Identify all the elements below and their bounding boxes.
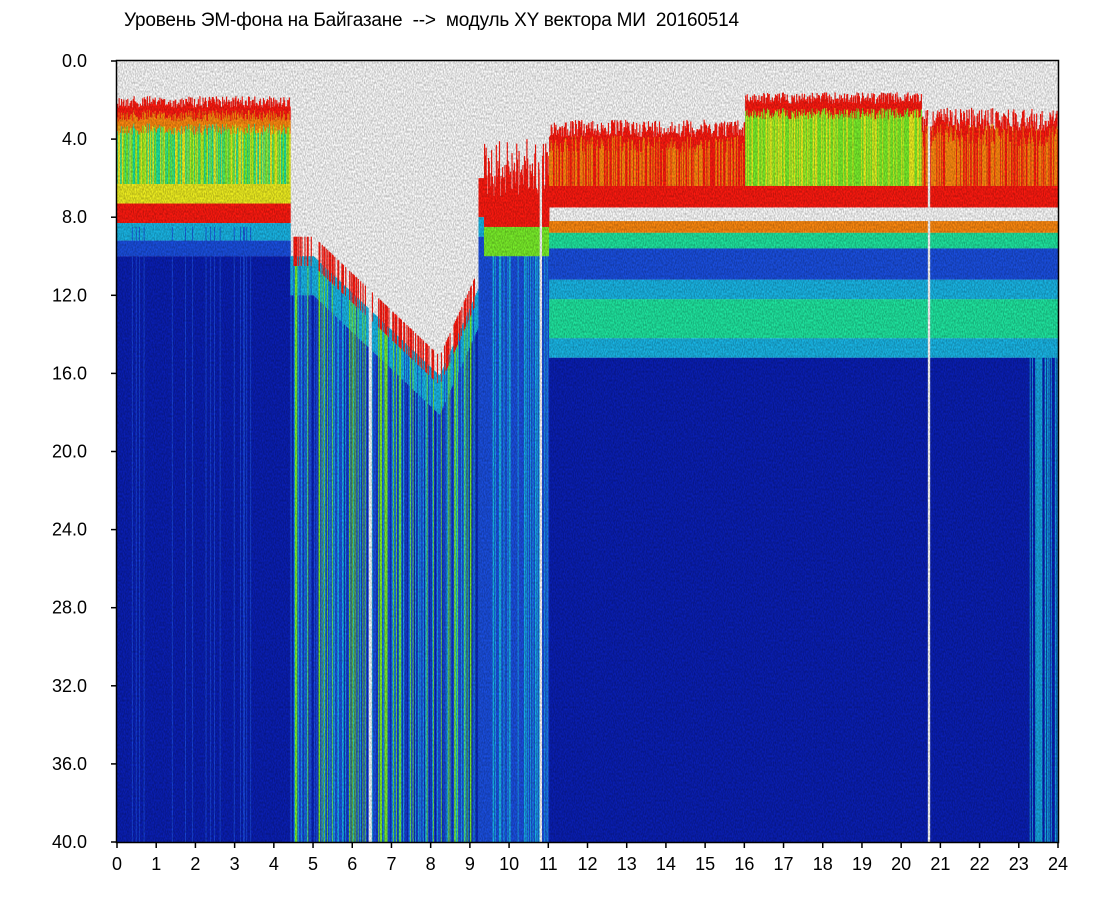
chart-title: Уровень ЭМ-фона на Байгазане --> модуль …: [124, 10, 739, 31]
heatmap-layer: [117, 61, 1058, 842]
